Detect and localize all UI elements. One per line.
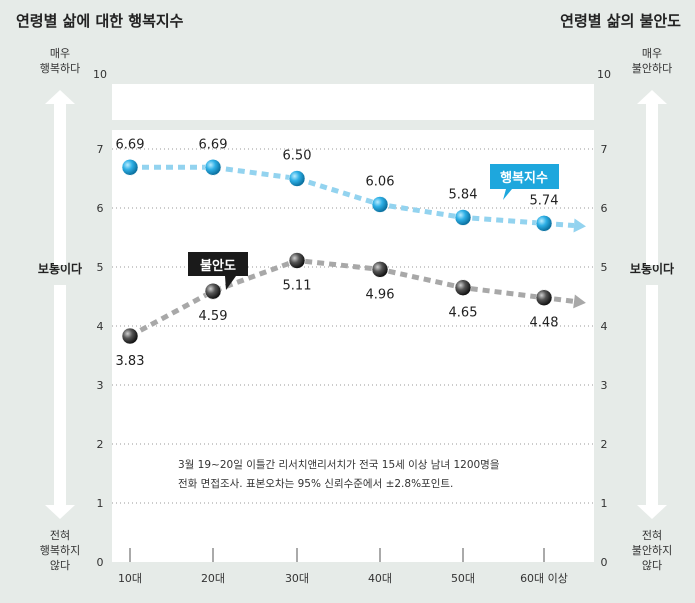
left-middle-label: 보통이다 <box>37 262 83 276</box>
ytick-left-5: 5 <box>97 261 104 274</box>
anxiety-value-label-3: 4.96 <box>366 287 395 302</box>
anxiety-value-label-0: 3.83 <box>116 354 145 369</box>
right-bottom-label: 전혀 불안하지 않다 <box>631 529 673 572</box>
xtick-label-0: 10대 <box>118 572 142 585</box>
legend-anxiety: 불안도 <box>200 258 236 274</box>
anxiety-legend-callout: 불안도 <box>188 252 248 290</box>
ytick-right-3: 3 <box>601 379 608 392</box>
ytick-left-0: 0 <box>97 556 104 569</box>
ytick-right-6: 6 <box>601 202 608 215</box>
happiness-value-label-5: 5.74 <box>530 193 559 208</box>
xtick-label-3: 40대 <box>368 572 392 585</box>
anxiety-value-label-1: 4.59 <box>199 309 228 324</box>
left-up-arrow <box>45 90 75 265</box>
anxiety-point-1 <box>204 282 222 300</box>
right-top-label: 매우 불안하다 <box>631 47 673 75</box>
right-down-arrow <box>637 285 667 519</box>
happiness-point-3 <box>371 196 389 213</box>
ytick-right-5: 5 <box>601 261 608 274</box>
ytick-right-0: 0 <box>601 556 608 569</box>
happiness-value-label-1: 6.69 <box>199 137 228 152</box>
xtick-label-2: 30대 <box>285 572 309 585</box>
anxiety-point-2 <box>288 252 306 269</box>
ytick-right-4: 4 <box>601 320 608 333</box>
happiness-arrowhead <box>573 218 586 233</box>
ytick-right-7: 7 <box>601 143 608 156</box>
happiness-value-label-0: 6.69 <box>116 137 145 152</box>
xtick-label-1: 20대 <box>201 572 225 585</box>
ytick-right-10: 10 <box>597 68 611 81</box>
anxiety-value-label-5: 4.48 <box>530 316 559 331</box>
ytick-left-6: 6 <box>97 202 104 215</box>
axis-break-inner <box>112 84 594 120</box>
plot-background <box>112 62 594 562</box>
anxiety-point-5 <box>535 289 553 306</box>
happiness-point-5 <box>535 215 553 232</box>
ytick-left-2: 2 <box>97 438 104 451</box>
ytick-left-7: 7 <box>97 143 104 156</box>
anxiety-value-label-2: 5.11 <box>283 279 312 294</box>
ytick-right-1: 1 <box>601 497 608 510</box>
survey-note-line2: 전화 면접조사. 표본오차는 95% 신뢰수준에서 ±2.8%포인트. <box>178 478 453 490</box>
ytick-left-3: 3 <box>97 379 104 392</box>
left-bottom-label: 전혀 행복하지 않다 <box>39 529 81 572</box>
happiness-value-label-4: 5.84 <box>449 187 478 202</box>
happiness-legend-callout: 행복지수 <box>490 164 559 200</box>
happiness-point-0 <box>121 159 139 176</box>
ytick-left-4: 4 <box>97 320 104 333</box>
anxiety-arrowhead <box>573 294 586 309</box>
anxiety-point-3 <box>371 261 389 278</box>
survey-note-line1: 3월 19~20일 이틀간 리서치앤리서치가 전국 15세 이상 남녀 1200… <box>178 458 500 471</box>
happiness-value-label-3: 6.06 <box>366 174 395 189</box>
anxiety-value-label-4: 4.65 <box>449 306 478 321</box>
left-top-label: 매우 행복하다 <box>39 47 81 75</box>
left-down-arrow <box>45 285 75 519</box>
anxiety-point-0 <box>121 327 139 345</box>
happiness-point-4 <box>454 209 472 226</box>
right-middle-label: 보통이다 <box>629 262 675 276</box>
happiness-point-2 <box>288 170 306 187</box>
ytick-left-10: 10 <box>93 68 107 81</box>
right-up-arrow <box>637 90 667 265</box>
xtick-label-5: 60대 이상 <box>520 572 568 585</box>
happiness-value-label-2: 6.50 <box>283 149 312 164</box>
ytick-left-1: 1 <box>97 497 104 510</box>
right-chart-title: 연령별 삶의 불안도 <box>560 12 681 30</box>
xtick-label-4: 50대 <box>451 572 475 585</box>
ytick-right-2: 2 <box>601 438 608 451</box>
anxiety-point-4 <box>454 279 472 296</box>
happiness-point-1 <box>204 159 222 176</box>
left-chart-title: 연령별 삶에 대한 행복지수 <box>16 12 184 30</box>
legend-happiness: 행복지수 <box>500 170 548 186</box>
